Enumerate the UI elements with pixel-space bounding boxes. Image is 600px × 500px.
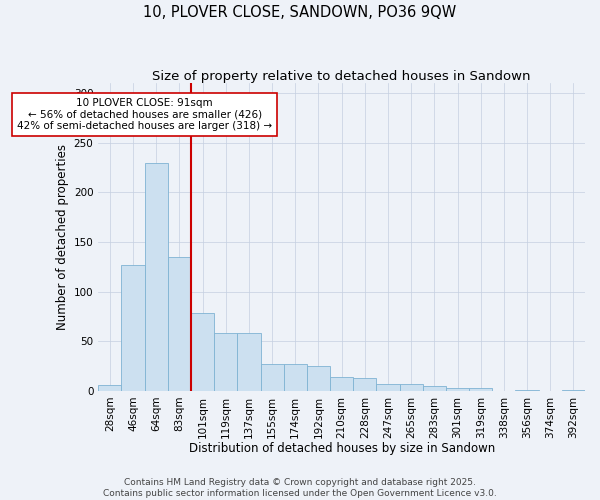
Bar	[446, 388, 469, 391]
Bar	[121, 264, 145, 391]
Bar	[145, 164, 168, 391]
Bar	[284, 364, 307, 391]
Bar	[400, 384, 423, 391]
Bar	[214, 334, 238, 391]
Bar	[353, 378, 376, 391]
Bar	[330, 377, 353, 391]
Bar	[238, 334, 260, 391]
Bar	[307, 366, 330, 391]
Bar	[469, 388, 492, 391]
X-axis label: Distribution of detached houses by size in Sandown: Distribution of detached houses by size …	[188, 442, 495, 455]
Bar	[515, 390, 539, 391]
Bar	[98, 385, 121, 391]
Y-axis label: Number of detached properties: Number of detached properties	[56, 144, 70, 330]
Bar	[562, 390, 585, 391]
Bar	[191, 314, 214, 391]
Bar	[168, 257, 191, 391]
Text: 10 PLOVER CLOSE: 91sqm
← 56% of detached houses are smaller (426)
42% of semi-de: 10 PLOVER CLOSE: 91sqm ← 56% of detached…	[17, 98, 272, 131]
Text: Contains HM Land Registry data © Crown copyright and database right 2025.
Contai: Contains HM Land Registry data © Crown c…	[103, 478, 497, 498]
Bar	[260, 364, 284, 391]
Bar	[376, 384, 400, 391]
Bar	[423, 386, 446, 391]
Text: 10, PLOVER CLOSE, SANDOWN, PO36 9QW: 10, PLOVER CLOSE, SANDOWN, PO36 9QW	[143, 5, 457, 20]
Title: Size of property relative to detached houses in Sandown: Size of property relative to detached ho…	[152, 70, 531, 83]
